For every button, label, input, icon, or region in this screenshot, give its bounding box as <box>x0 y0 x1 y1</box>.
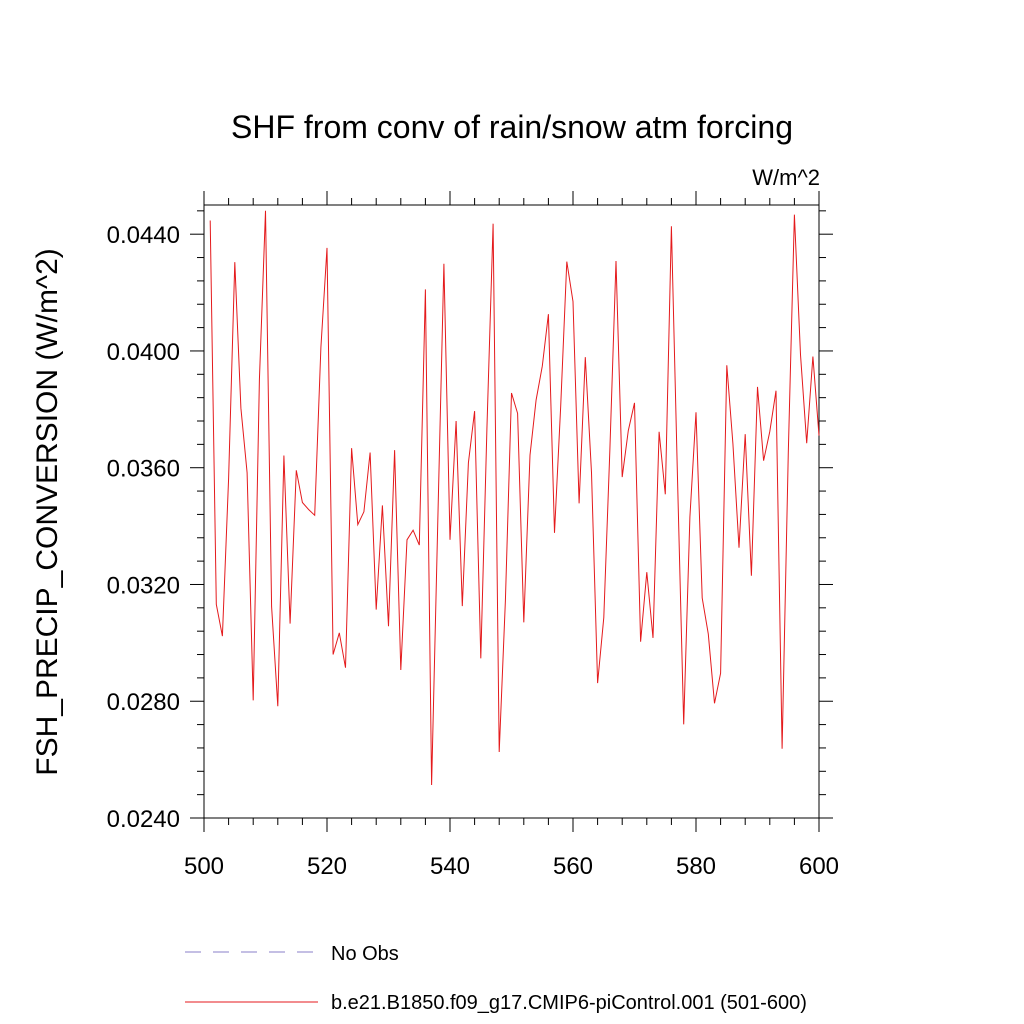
chart-title: SHF from conv of rain/snow atm forcing <box>231 109 793 145</box>
x-tick-label: 580 <box>676 853 716 880</box>
x-tick-label: 560 <box>553 853 593 880</box>
y-tick-label: 0.0320 <box>107 572 180 599</box>
x-tick-label: 500 <box>184 853 224 880</box>
series-line-0 <box>209 210 820 786</box>
plot-frame <box>203 204 820 819</box>
units-label: W/m^2 <box>752 165 820 190</box>
y-axis-ticks <box>190 210 833 819</box>
x-axis-ticks <box>203 191 820 832</box>
legend-label-control: b.e21.B1850.f09_g17.CMIP6-piControl.001 … <box>331 992 807 1014</box>
y-tick-label: 0.0440 <box>107 222 180 249</box>
x-tick-labels: 500 520 540 560 580 600 <box>184 853 839 880</box>
legend: No Obs b.e21.B1850.f09_g17.CMIP6-piContr… <box>185 943 807 1014</box>
x-tick-label: 540 <box>430 853 470 880</box>
legend-label-no-obs: No Obs <box>331 943 399 965</box>
x-tick-label: 520 <box>307 853 347 880</box>
y-tick-label: 0.0360 <box>107 456 180 483</box>
y-tick-label: 0.0240 <box>107 806 180 833</box>
x-tick-label: 600 <box>799 853 839 880</box>
series-layer <box>209 210 820 786</box>
y-tick-label: 0.0280 <box>107 689 180 716</box>
y-tick-label: 0.0400 <box>107 339 180 366</box>
y-axis-label: FSH_PRECIP_CONVERSION (W/m^2) <box>31 248 64 775</box>
y-tick-labels: 0.0240 0.0280 0.0320 0.0360 0.0400 0.0440 <box>107 222 180 833</box>
